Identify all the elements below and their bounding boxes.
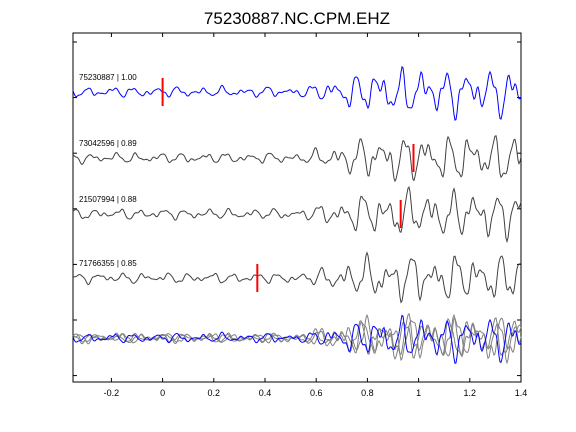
trace-label: 71766355 | 0.85 [79,259,137,268]
stack-reference-line [72,314,522,364]
trace-group [72,65,522,365]
trace-line [72,134,522,183]
x-tick-label: 1 [416,388,421,398]
x-tick-label: 0.2 [208,388,221,398]
trace-labels: 75230887 | 1.00 73042596 | 0.89 21507994 |… [79,73,137,268]
x-tick-label: 0.6 [310,388,323,398]
trace-line [72,185,522,244]
x-tick-label: 0.4 [259,388,272,398]
stack-trace-line [72,313,522,362]
trace-label: 21507994 | 0.88 [79,195,137,204]
x-tick-label: 0.8 [361,388,374,398]
x-tick-label: -0.2 [104,388,120,398]
trace-line [72,65,522,121]
plot-frame [72,32,522,383]
x-tick-label: 1.4 [515,388,528,398]
axis-ticks: -0.2 0 0.2 0.4 0.6 0.8 1 1.2 1.4 [73,33,527,398]
trace-label: 75230887 | 1.00 [79,73,137,82]
trace-label: 73042596 | 0.89 [79,139,137,148]
trace-line [72,251,522,304]
x-tick-label: 0 [160,388,165,398]
x-tick-label: 1.2 [464,388,477,398]
chart-title: 75230887.NC.CPM.EHZ [204,9,390,28]
pick-markers [161,78,415,292]
